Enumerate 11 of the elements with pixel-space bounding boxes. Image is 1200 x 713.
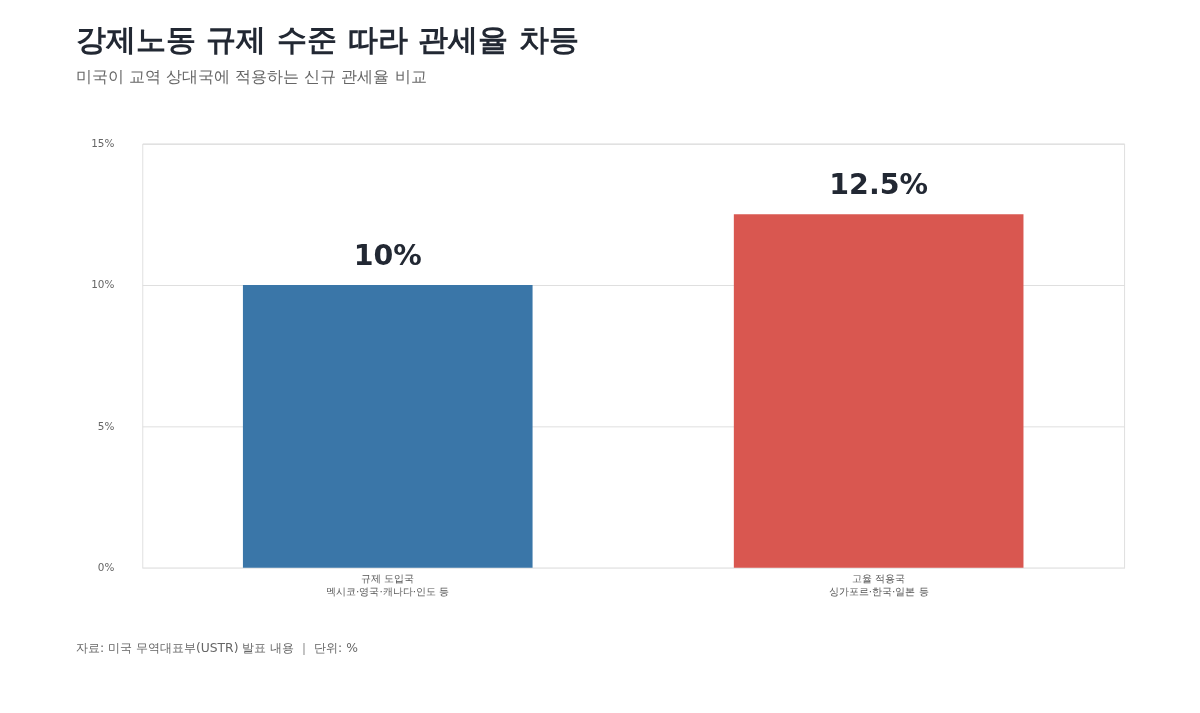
chart-subtitle: 미국이 교역 상대국에 적용하는 신규 관세율 비교: [75, 67, 427, 87]
chart-title: 강제노동 규제 수준 따라 관세율 차등: [75, 21, 579, 57]
data-label: 10%: [353, 239, 422, 273]
y-tick-label: 10%: [91, 278, 115, 291]
y-tick-label: 15%: [91, 137, 115, 150]
y-tick-label: 5%: [97, 419, 115, 432]
data-label: 12.5%: [829, 168, 928, 202]
text: 자료: 미국 무역대표부(USTR) 발표 내용 ｜ 단위: %: [75, 641, 359, 656]
y-tick-label: 0%: [97, 561, 115, 574]
x-tick-label: 고율 적용국 싱가포르·한국·일본 등: [828, 572, 929, 597]
x-tick-label: 규제 도입국 멕시코·영국·캐나다·인도 등: [326, 572, 450, 597]
